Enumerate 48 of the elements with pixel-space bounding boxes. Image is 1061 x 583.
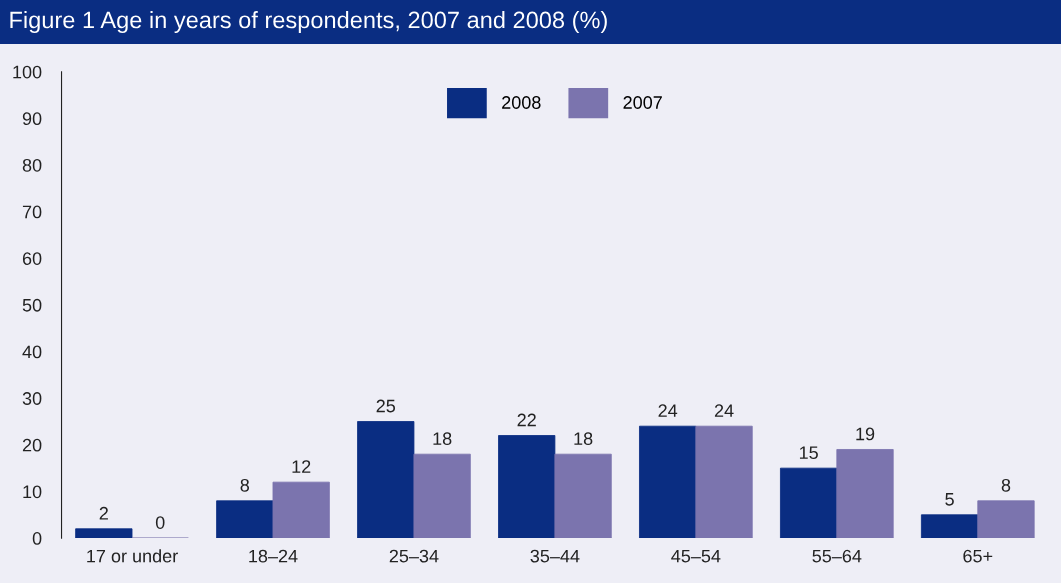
y-tick-label: 70 bbox=[22, 205, 42, 219]
y-tick-label: 60 bbox=[22, 252, 42, 265]
y-tick-label: 0 bbox=[32, 532, 42, 545]
bar bbox=[75, 528, 133, 539]
bar bbox=[357, 421, 415, 539]
data-label: 12 bbox=[292, 460, 311, 473]
data-label: 18 bbox=[574, 432, 593, 446]
bar bbox=[216, 500, 274, 539]
bar bbox=[920, 514, 979, 539]
x-tick-label: 25–34 bbox=[389, 549, 439, 563]
bar bbox=[272, 481, 330, 539]
bar bbox=[780, 467, 838, 539]
x-tick-label: 17 or under bbox=[87, 549, 178, 563]
data-label: 0 bbox=[155, 516, 165, 529]
data-label: 18 bbox=[433, 432, 452, 446]
y-tick-label: 30 bbox=[22, 392, 42, 405]
bar bbox=[695, 425, 753, 539]
y-tick-label: 40 bbox=[22, 345, 42, 359]
data-label: 24 bbox=[714, 404, 734, 417]
y-tick-label: 10 bbox=[23, 485, 42, 499]
data-label: 2 bbox=[99, 506, 108, 520]
data-label: 19 bbox=[856, 427, 875, 441]
y-tick-label: 80 bbox=[22, 158, 42, 172]
data-label: 5 bbox=[945, 493, 954, 506]
bar bbox=[498, 435, 556, 539]
data-label: 24 bbox=[658, 404, 678, 417]
bar bbox=[639, 425, 697, 539]
chart-title: Figure 1 Age in years of respondents, 2007 and 2008 (%) bbox=[10, 11, 607, 33]
bar bbox=[836, 449, 894, 539]
bar bbox=[554, 453, 612, 539]
y-tick-label: 90 bbox=[22, 112, 42, 126]
bar bbox=[977, 500, 1035, 539]
x-tick-label: 35–44 bbox=[530, 549, 580, 563]
x-tick-label: 18–24 bbox=[249, 549, 298, 563]
legend-label: 2008 bbox=[502, 96, 541, 109]
y-tick-label: 100 bbox=[13, 65, 42, 79]
x-tick-label: 45–54 bbox=[671, 549, 721, 563]
bar bbox=[413, 453, 471, 539]
legend-label: 2007 bbox=[623, 96, 662, 109]
x-tick-label: 55–64 bbox=[812, 549, 862, 563]
data-label: 25 bbox=[376, 399, 396, 413]
y-tick-label: 20 bbox=[22, 438, 42, 452]
data-label: 22 bbox=[517, 413, 536, 427]
y-tick-label: 50 bbox=[22, 298, 42, 312]
x-tick-label: 65+ bbox=[963, 549, 993, 563]
data-label: 15 bbox=[799, 446, 818, 460]
data-label: 8 bbox=[240, 478, 250, 492]
data-label: 8 bbox=[1001, 478, 1011, 492]
